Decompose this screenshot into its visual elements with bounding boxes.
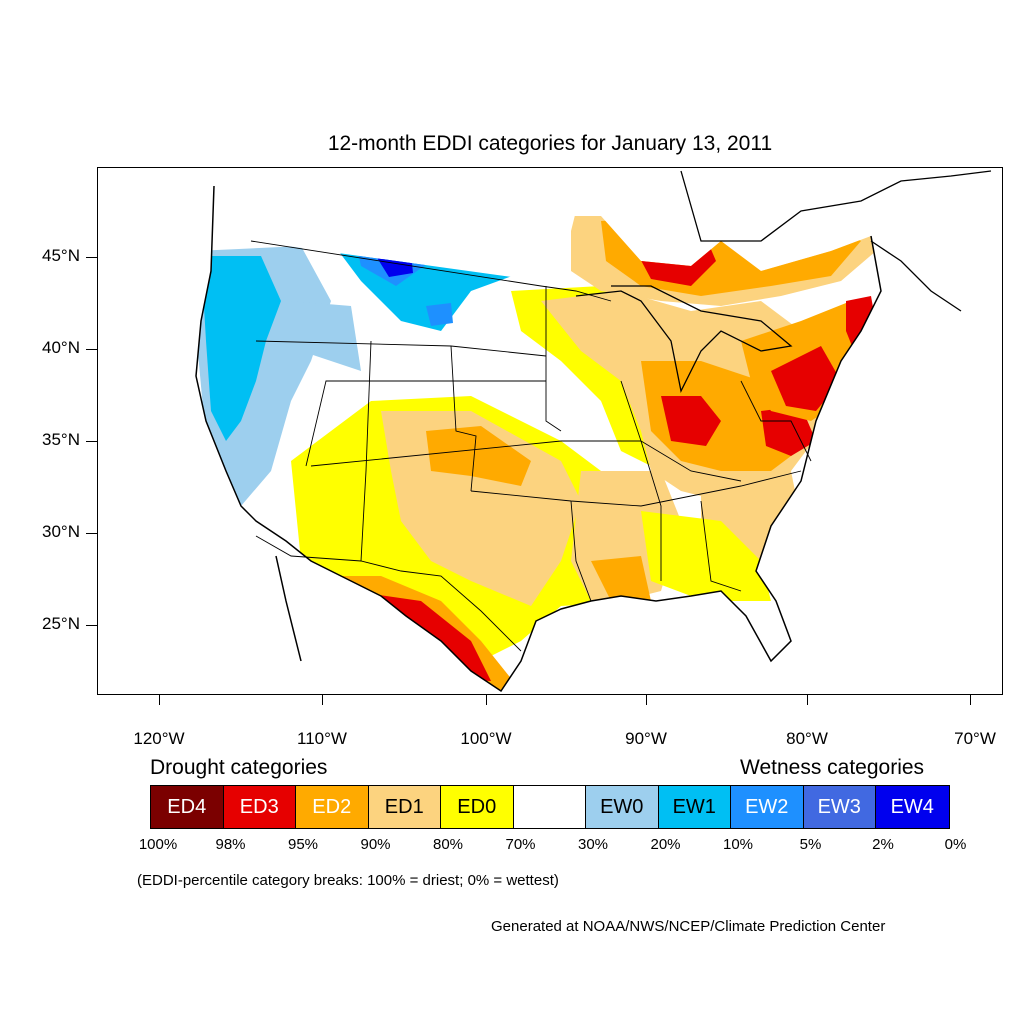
boundary-line [360,340,372,562]
percent-break-label: 0% [944,836,967,853]
lat-tick [86,349,97,350]
percent-break-label: 98% [215,836,246,853]
lat-label: 45°N [42,246,80,265]
region-ed4-ontario [749,191,801,231]
wetness-heading: Wetness categories [740,756,925,779]
legend-swatch: ED4 [151,786,224,828]
percent-break-label: 95% [287,836,319,853]
boundary-line [310,440,641,467]
map-canvas [195,170,992,693]
lon-label: 70°W [954,729,996,748]
lon-label: 90°W [625,729,667,748]
lon-tick [486,695,487,705]
lat-tick [86,625,97,626]
percent-break-label: 30% [577,836,609,853]
boundary-line [305,380,546,467]
lat-label: 25°N [42,614,80,633]
eddi-map [97,167,1003,695]
boundary-line [620,380,742,482]
boundary-line [450,345,477,492]
boundary-line [640,440,662,581]
boundary-line [545,286,562,432]
us-mexico-border [255,535,522,652]
percent-break-label: 5% [799,836,822,853]
region-ed2-louisiana [591,556,651,601]
coastline [195,185,882,693]
lon-label: 120°W [133,729,185,748]
boundary-line [700,500,742,592]
boundary-line [570,500,592,602]
canada-coast-outline [680,170,992,312]
lat-tick [86,257,97,258]
legend-swatch [513,786,586,828]
lat-label: 35°N [42,430,80,449]
percent-break-label: 10% [722,836,754,853]
legend-bar: ED4 ED3 ED2 ED1 ED0 EW0 EW1 EW2 EW3 EW4 [150,785,950,829]
region-ew1-pacific-coast [201,256,281,441]
baja-coastline [275,555,302,662]
legend-swatch: EW1 [658,786,731,828]
legend-swatch: EW2 [731,786,804,828]
region-ed0-southeast [641,511,771,601]
lon-tick [322,695,323,705]
lon-tick [159,695,160,705]
legend-swatch: ED3 [223,786,296,828]
percent-break-label: 20% [650,836,681,853]
region-ed1-baja [256,561,301,651]
lat-label: 30°N [42,522,80,541]
boundary-line [470,470,802,507]
lon-tick [807,695,808,705]
legend-swatch: ED0 [441,786,514,828]
great-lakes-outline [575,285,793,393]
percent-break-label: 100% [138,836,178,853]
lat-tick [86,533,97,534]
lon-label: 80°W [786,729,828,748]
boundary-line [740,380,812,462]
legend-swatch: EW4 [876,786,949,828]
lon-tick [646,695,647,705]
percent-break-label: 2% [872,836,894,853]
legend-swatch: ED1 [368,786,441,828]
region-ed3-indiana [661,396,721,446]
lon-label: 110°W [297,729,347,748]
state-boundaries [250,240,812,652]
us-canada-border [250,240,612,302]
lat-tick [86,441,97,442]
map-title: 12-month EDDI categories for January 13,… [327,132,773,155]
lon-label: 100°W [460,729,512,748]
region-ew2-wyoming-spot [426,303,453,326]
region-ed2-colorado-kansas [426,426,531,486]
region-ew0-idaho [291,301,361,371]
percent-break-label: 80% [432,836,464,853]
category-note: (EDDI-percentile category breaks: 100% =… [137,872,559,889]
percent-break-label: 70% [505,836,536,853]
credit-line: Generated at NOAA/NWS/NCEP/Climate Predi… [491,918,886,935]
drought-heading: Drought categories [150,756,328,779]
lon-tick [970,695,971,705]
legend-swatch: ED2 [296,786,369,828]
percent-break-label: 90% [360,836,391,853]
legend-swatch: EW0 [586,786,659,828]
legend-swatch: EW3 [803,786,876,828]
region-ed3-pennsylvania [771,346,841,411]
lat-label: 40°N [42,338,80,357]
